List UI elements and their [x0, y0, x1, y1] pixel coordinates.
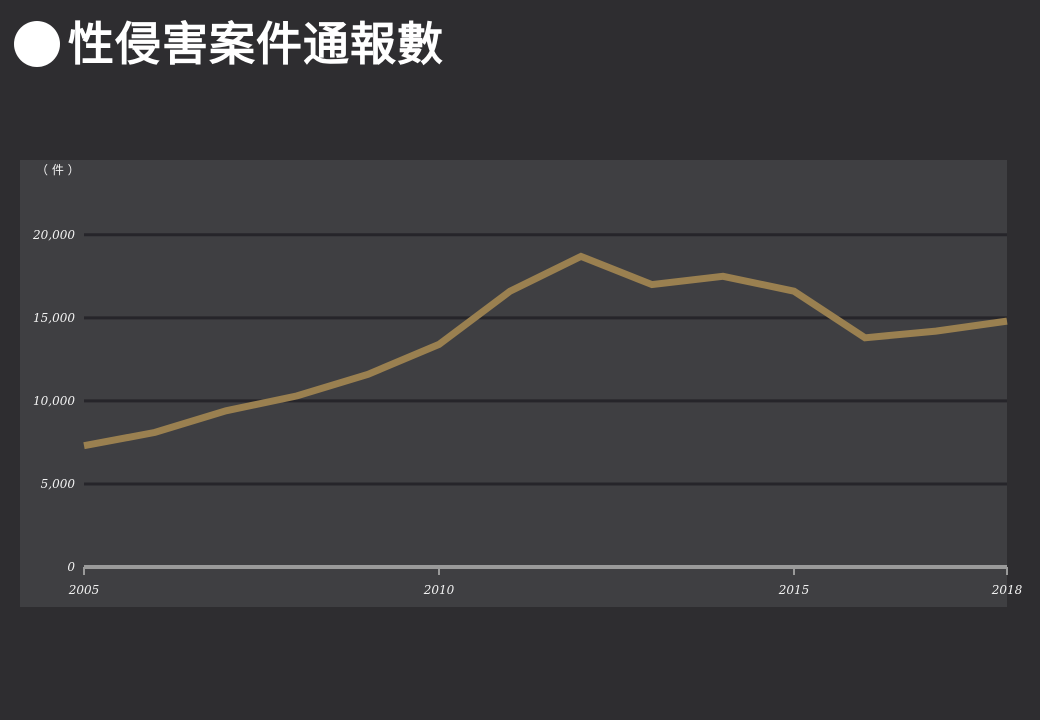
y-axis-unit-label: （ 件 ）	[36, 163, 80, 177]
page-title: 性侵害案件通報數	[14, 12, 444, 76]
series-layer	[83, 252, 1008, 450]
tick-labels: 0 5,000 10,000 15,000 20,000 2005 2010 2015 2018	[32, 228, 1023, 597]
x-tick-label-2010: 2010	[423, 583, 455, 597]
y-tick-label-15000: 15,000	[33, 311, 75, 325]
x-tick-label-2005: 2005	[68, 583, 100, 597]
y-tick-label-0: 0	[67, 560, 75, 574]
grid-lines	[84, 160, 1007, 567]
x-tick-label-2015: 2015	[778, 583, 810, 597]
bullet-circle-icon	[14, 21, 60, 67]
page-title-text: 性侵害案件通報數	[68, 17, 444, 71]
x-axis	[83, 565, 1008, 575]
plot-inner	[84, 160, 1007, 567]
x-tick-label-2018: 2018	[991, 583, 1023, 597]
y-tick-label-10000: 10,000	[33, 394, 75, 408]
series-line-0	[83, 252, 1008, 450]
y-tick-label-20000: 20,000	[32, 228, 75, 242]
y-tick-label-5000: 5,000	[41, 477, 76, 491]
